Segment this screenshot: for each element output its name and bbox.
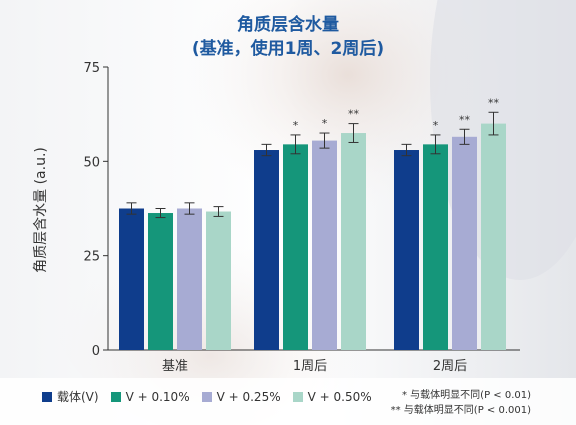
y-tick-label: 75 bbox=[83, 61, 100, 76]
legend-item: 载体(V) bbox=[42, 388, 99, 405]
legend-swatch bbox=[292, 391, 303, 402]
y-tick-label: 0 bbox=[92, 344, 100, 359]
legend-label: V + 0.50% bbox=[307, 389, 372, 404]
y-tick-label: 25 bbox=[83, 250, 100, 265]
legend-swatch bbox=[42, 391, 52, 402]
significance-mark: ** bbox=[348, 108, 360, 121]
legend-swatch bbox=[201, 391, 212, 402]
note-p001: * 与载体明显不同(P < 0.01) bbox=[401, 390, 531, 401]
x-tick-label: 基准 bbox=[162, 359, 188, 374]
bar bbox=[394, 150, 419, 350]
significance-mark: ** bbox=[459, 113, 471, 126]
note-p0001: ** 与载体明显不同(P < 0.001) bbox=[390, 405, 531, 416]
significance-mark: ** bbox=[488, 96, 500, 109]
legend-item: V + 0.50% bbox=[292, 389, 372, 404]
bar bbox=[283, 144, 308, 350]
bar bbox=[312, 140, 337, 350]
bar bbox=[452, 136, 477, 350]
chart-title: 角质层含水量 bbox=[237, 15, 339, 35]
legend-label: V + 0.25% bbox=[216, 389, 281, 404]
bar bbox=[177, 208, 202, 350]
significance-mark: * bbox=[293, 119, 299, 132]
chart-subtitle: (基准，使用1周、2周后) bbox=[191, 39, 385, 59]
bar bbox=[341, 133, 366, 350]
legend-item: V + 0.25% bbox=[201, 389, 281, 404]
legend-label: V + 0.10% bbox=[125, 389, 190, 404]
bar bbox=[423, 144, 448, 350]
bar bbox=[481, 123, 506, 350]
bar bbox=[206, 211, 231, 350]
significance-mark: * bbox=[433, 119, 439, 132]
x-tick-label: 2周后 bbox=[433, 359, 467, 374]
legend-label: 载体(V) bbox=[57, 390, 99, 404]
y-tick-label: 50 bbox=[83, 155, 100, 170]
legend: 载体(V) V + 0.10% V + 0.25% V + 0.50% bbox=[42, 388, 384, 405]
bar bbox=[254, 150, 279, 350]
legend-swatch bbox=[110, 391, 121, 402]
bar bbox=[148, 213, 173, 350]
x-tick-label: 1周后 bbox=[293, 359, 327, 374]
significance-notes: * 与载体明显不同(P < 0.01) ** 与载体明显不同(P < 0.001… bbox=[391, 388, 531, 418]
bar bbox=[119, 208, 144, 350]
significance-mark: * bbox=[322, 117, 328, 130]
legend-item: V + 0.10% bbox=[110, 389, 190, 404]
